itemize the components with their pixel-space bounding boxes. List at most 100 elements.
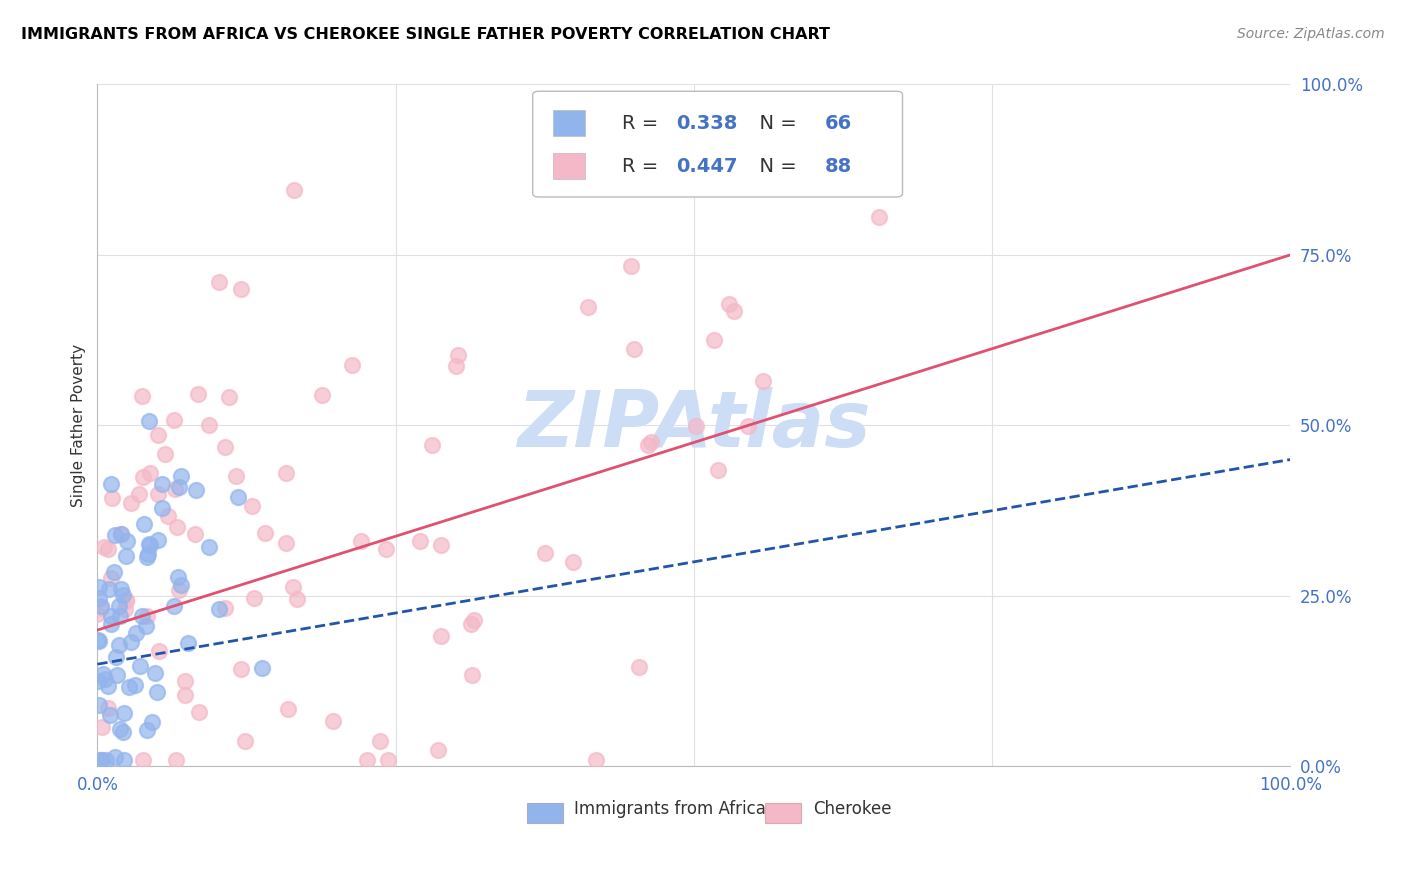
Point — [132, 753, 155, 767]
Point — [276, 466, 298, 480]
Point — [108, 722, 131, 736]
Point — [108, 599, 131, 613]
Point — [152, 476, 174, 491]
Point — [627, 660, 650, 674]
Text: Immigrants from Africa: Immigrants from Africa — [575, 800, 766, 818]
Point — [89, 753, 111, 767]
Point — [100, 608, 122, 623]
Point — [173, 674, 195, 689]
Point — [120, 496, 142, 510]
Point — [218, 391, 240, 405]
Point — [350, 534, 373, 549]
Point — [112, 706, 135, 720]
Point — [252, 661, 274, 675]
Point — [89, 633, 111, 648]
Point — [115, 549, 138, 563]
Point — [637, 438, 659, 452]
Point — [114, 594, 136, 608]
Point — [170, 577, 193, 591]
Point — [422, 438, 444, 452]
Point — [214, 600, 236, 615]
Point — [281, 580, 304, 594]
Point — [112, 753, 135, 767]
Point — [685, 419, 707, 434]
Point — [208, 275, 231, 289]
Point — [703, 333, 725, 347]
Point — [136, 609, 159, 624]
Point — [356, 753, 378, 767]
Point — [131, 609, 153, 624]
Point — [143, 665, 166, 680]
Point — [86, 607, 108, 622]
Point — [148, 644, 170, 658]
Point — [429, 538, 451, 552]
Point — [231, 661, 253, 675]
Point — [89, 753, 111, 767]
Point — [87, 580, 110, 594]
Point — [368, 733, 391, 747]
Point — [240, 499, 263, 513]
Point — [138, 537, 160, 551]
Point — [167, 480, 190, 494]
Point — [640, 434, 662, 449]
Point — [107, 638, 129, 652]
Point — [165, 753, 187, 767]
Point — [97, 701, 120, 715]
Point — [128, 487, 150, 501]
Point — [156, 508, 179, 523]
Point — [128, 658, 150, 673]
Point — [198, 540, 221, 554]
Point — [460, 617, 482, 632]
Point — [97, 582, 120, 597]
Point — [461, 668, 484, 682]
Point — [187, 387, 209, 401]
Point — [93, 672, 115, 686]
Text: R =: R = — [623, 114, 665, 133]
Point — [620, 260, 643, 274]
Point — [136, 547, 159, 561]
Text: 88: 88 — [825, 157, 852, 176]
Point — [110, 582, 132, 596]
Text: 66: 66 — [825, 114, 852, 133]
Point — [706, 463, 728, 477]
Point — [163, 413, 186, 427]
Text: IMMIGRANTS FROM AFRICA VS CHEROKEE SINGLE FATHER POVERTY CORRELATION CHART: IMMIGRANTS FROM AFRICA VS CHEROKEE SINGL… — [21, 27, 830, 42]
Point — [163, 599, 186, 613]
Point — [90, 599, 112, 614]
Point — [104, 649, 127, 664]
Text: R =: R = — [623, 157, 665, 176]
Y-axis label: Single Father Poverty: Single Father Poverty — [72, 344, 86, 507]
Point — [93, 667, 115, 681]
Point — [446, 348, 468, 362]
Point — [146, 533, 169, 548]
Point — [208, 602, 231, 616]
Point — [96, 753, 118, 767]
Point — [110, 527, 132, 541]
Point — [97, 679, 120, 693]
Point — [86, 632, 108, 647]
Point — [737, 419, 759, 434]
Point — [124, 678, 146, 692]
Point — [135, 619, 157, 633]
Point — [233, 734, 256, 748]
Point — [146, 685, 169, 699]
Point — [104, 527, 127, 541]
Point — [87, 591, 110, 606]
Text: N =: N = — [748, 114, 803, 133]
Point — [277, 701, 299, 715]
Point — [131, 470, 153, 484]
Point — [148, 427, 170, 442]
Point — [120, 635, 142, 649]
Point — [98, 707, 121, 722]
Point — [167, 582, 190, 597]
Bar — [553, 153, 585, 179]
Point — [104, 750, 127, 764]
Point — [188, 705, 211, 719]
Point — [444, 359, 467, 374]
Point — [132, 516, 155, 531]
Point — [374, 541, 396, 556]
Point — [751, 374, 773, 388]
Point — [340, 358, 363, 372]
Point — [150, 500, 173, 515]
Point — [146, 487, 169, 501]
